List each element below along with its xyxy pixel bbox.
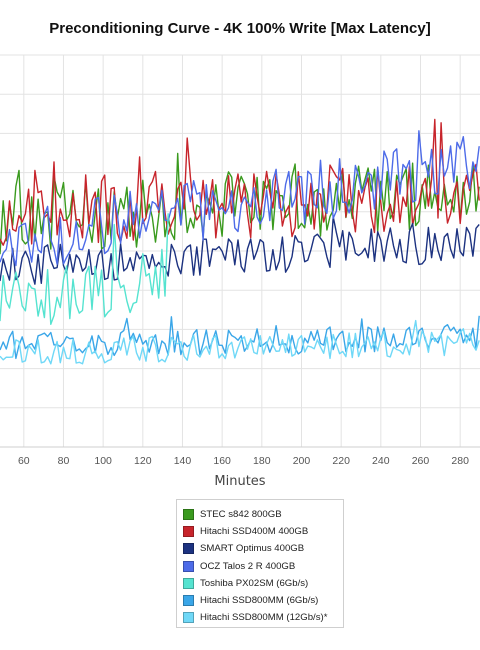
legend-entry: SMART Optimus 400GB (183, 540, 343, 557)
x-tick-label: 140 (174, 455, 192, 467)
legend-swatch (183, 595, 194, 607)
legend-label: Hitachi SSD800MM (12Gb/s)* (200, 612, 328, 624)
legend-entry: STEC s842 800GB (183, 506, 343, 523)
x-tick-label: 120 (134, 455, 152, 467)
legend-swatch (183, 577, 194, 589)
x-tick-label: 60 (18, 455, 30, 467)
x-tick-label: 80 (58, 455, 70, 467)
legend-label: STEC s842 800GB (200, 509, 282, 521)
legend-swatch (183, 509, 194, 521)
x-axis-label: Minutes (214, 474, 266, 489)
series-line (0, 319, 480, 365)
legend-swatch (183, 612, 194, 624)
x-tick-label: 180 (253, 455, 271, 467)
legend: STEC s842 800GB Hitachi SSD400M 400GB SMAR… (176, 499, 344, 628)
chart-title: Preconditioning Curve - 4K 100% Write [M… (49, 20, 431, 37)
x-tick-label: 220 (332, 455, 350, 467)
legend-swatch (183, 560, 194, 572)
x-tick-label: 100 (94, 455, 112, 467)
legend-label: OCZ Talos 2 R 400GB (200, 560, 296, 572)
series-line (0, 130, 480, 267)
legend-label: Hitachi SSD400M 400GB (200, 526, 309, 538)
legend-swatch (183, 526, 194, 538)
legend-entry: Toshiba PX02SM (6Gb/s) (183, 575, 343, 592)
series-line (0, 213, 169, 325)
legend-entry: Hitachi SSD800MM (6Gb/s) (183, 592, 343, 609)
series-line (0, 118, 480, 246)
legend-label: SMART Optimus 400GB (200, 543, 305, 555)
legend-swatch (183, 543, 194, 555)
x-tick-label: 260 (412, 455, 430, 467)
x-tick-label: 240 (372, 455, 390, 467)
x-tick-label: 280 (451, 455, 469, 467)
x-tick-label: 160 (213, 455, 231, 467)
x-tick-label: 200 (293, 455, 311, 467)
legend-entry: Hitachi SSD800MM (12Gb/s)* (183, 609, 343, 626)
legend-entry: Hitachi SSD400M 400GB (183, 523, 343, 540)
legend-label: Hitachi SSD800MM (6Gb/s) (200, 595, 319, 607)
legend-entry: OCZ Talos 2 R 400GB (183, 558, 343, 575)
legend-label: Toshiba PX02SM (6Gb/s) (200, 577, 309, 589)
series-line (0, 216, 480, 285)
series-line (0, 315, 480, 360)
